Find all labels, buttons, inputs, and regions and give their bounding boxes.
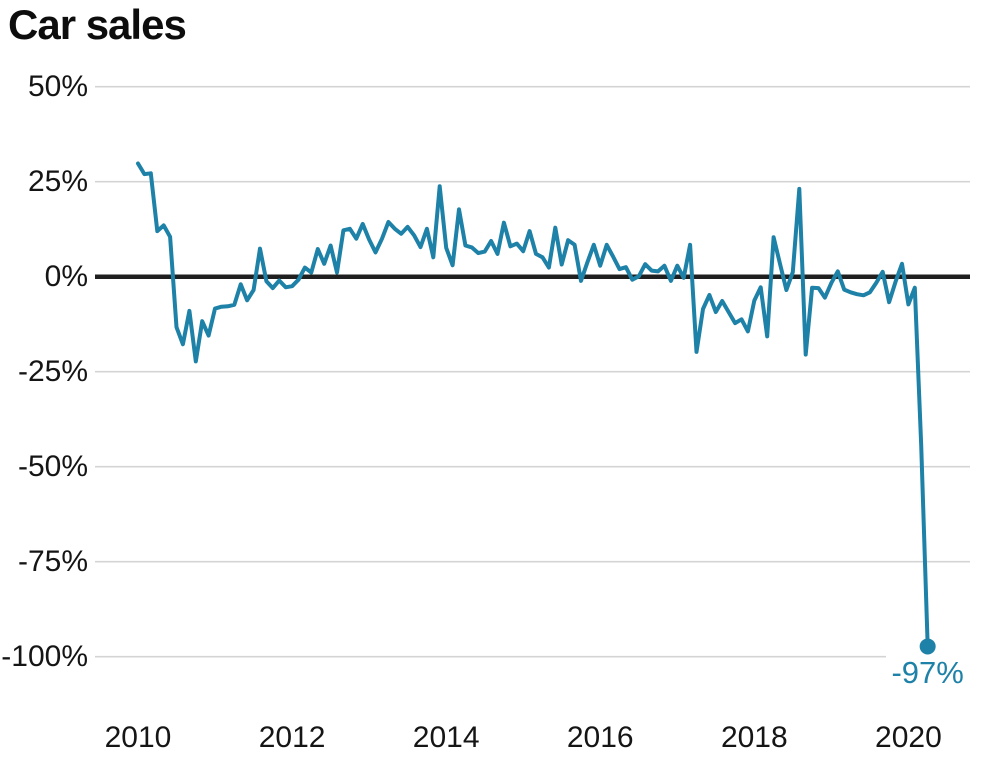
- x-axis-tick-label: 2010: [104, 721, 172, 754]
- y-axis-tick-label: 25%: [27, 164, 88, 198]
- x-axis-tick-label: 2018: [720, 721, 788, 754]
- last-point-dot: [919, 638, 936, 655]
- y-axis-tick-label: 0%: [44, 259, 88, 293]
- y-axis-tick-label: 50%: [27, 69, 88, 103]
- car-sales-line: [136, 161, 930, 649]
- x-axis-tick-label: 2012: [258, 721, 326, 754]
- y-axis-tick-label: -50%: [17, 449, 88, 483]
- x-axis-tick-label: 2014: [412, 721, 480, 754]
- y-axis-tick-label: -75%: [17, 544, 88, 578]
- y-axis-tick-label: -100%: [1, 639, 88, 673]
- chart-title: Car sales: [8, 1, 187, 48]
- y-axis-tick-label: -25%: [17, 354, 88, 388]
- last-point-annotation: -97%: [891, 655, 964, 691]
- x-axis-tick-label: 2016: [566, 721, 634, 754]
- x-axis-tick-label: 2020: [875, 721, 942, 754]
